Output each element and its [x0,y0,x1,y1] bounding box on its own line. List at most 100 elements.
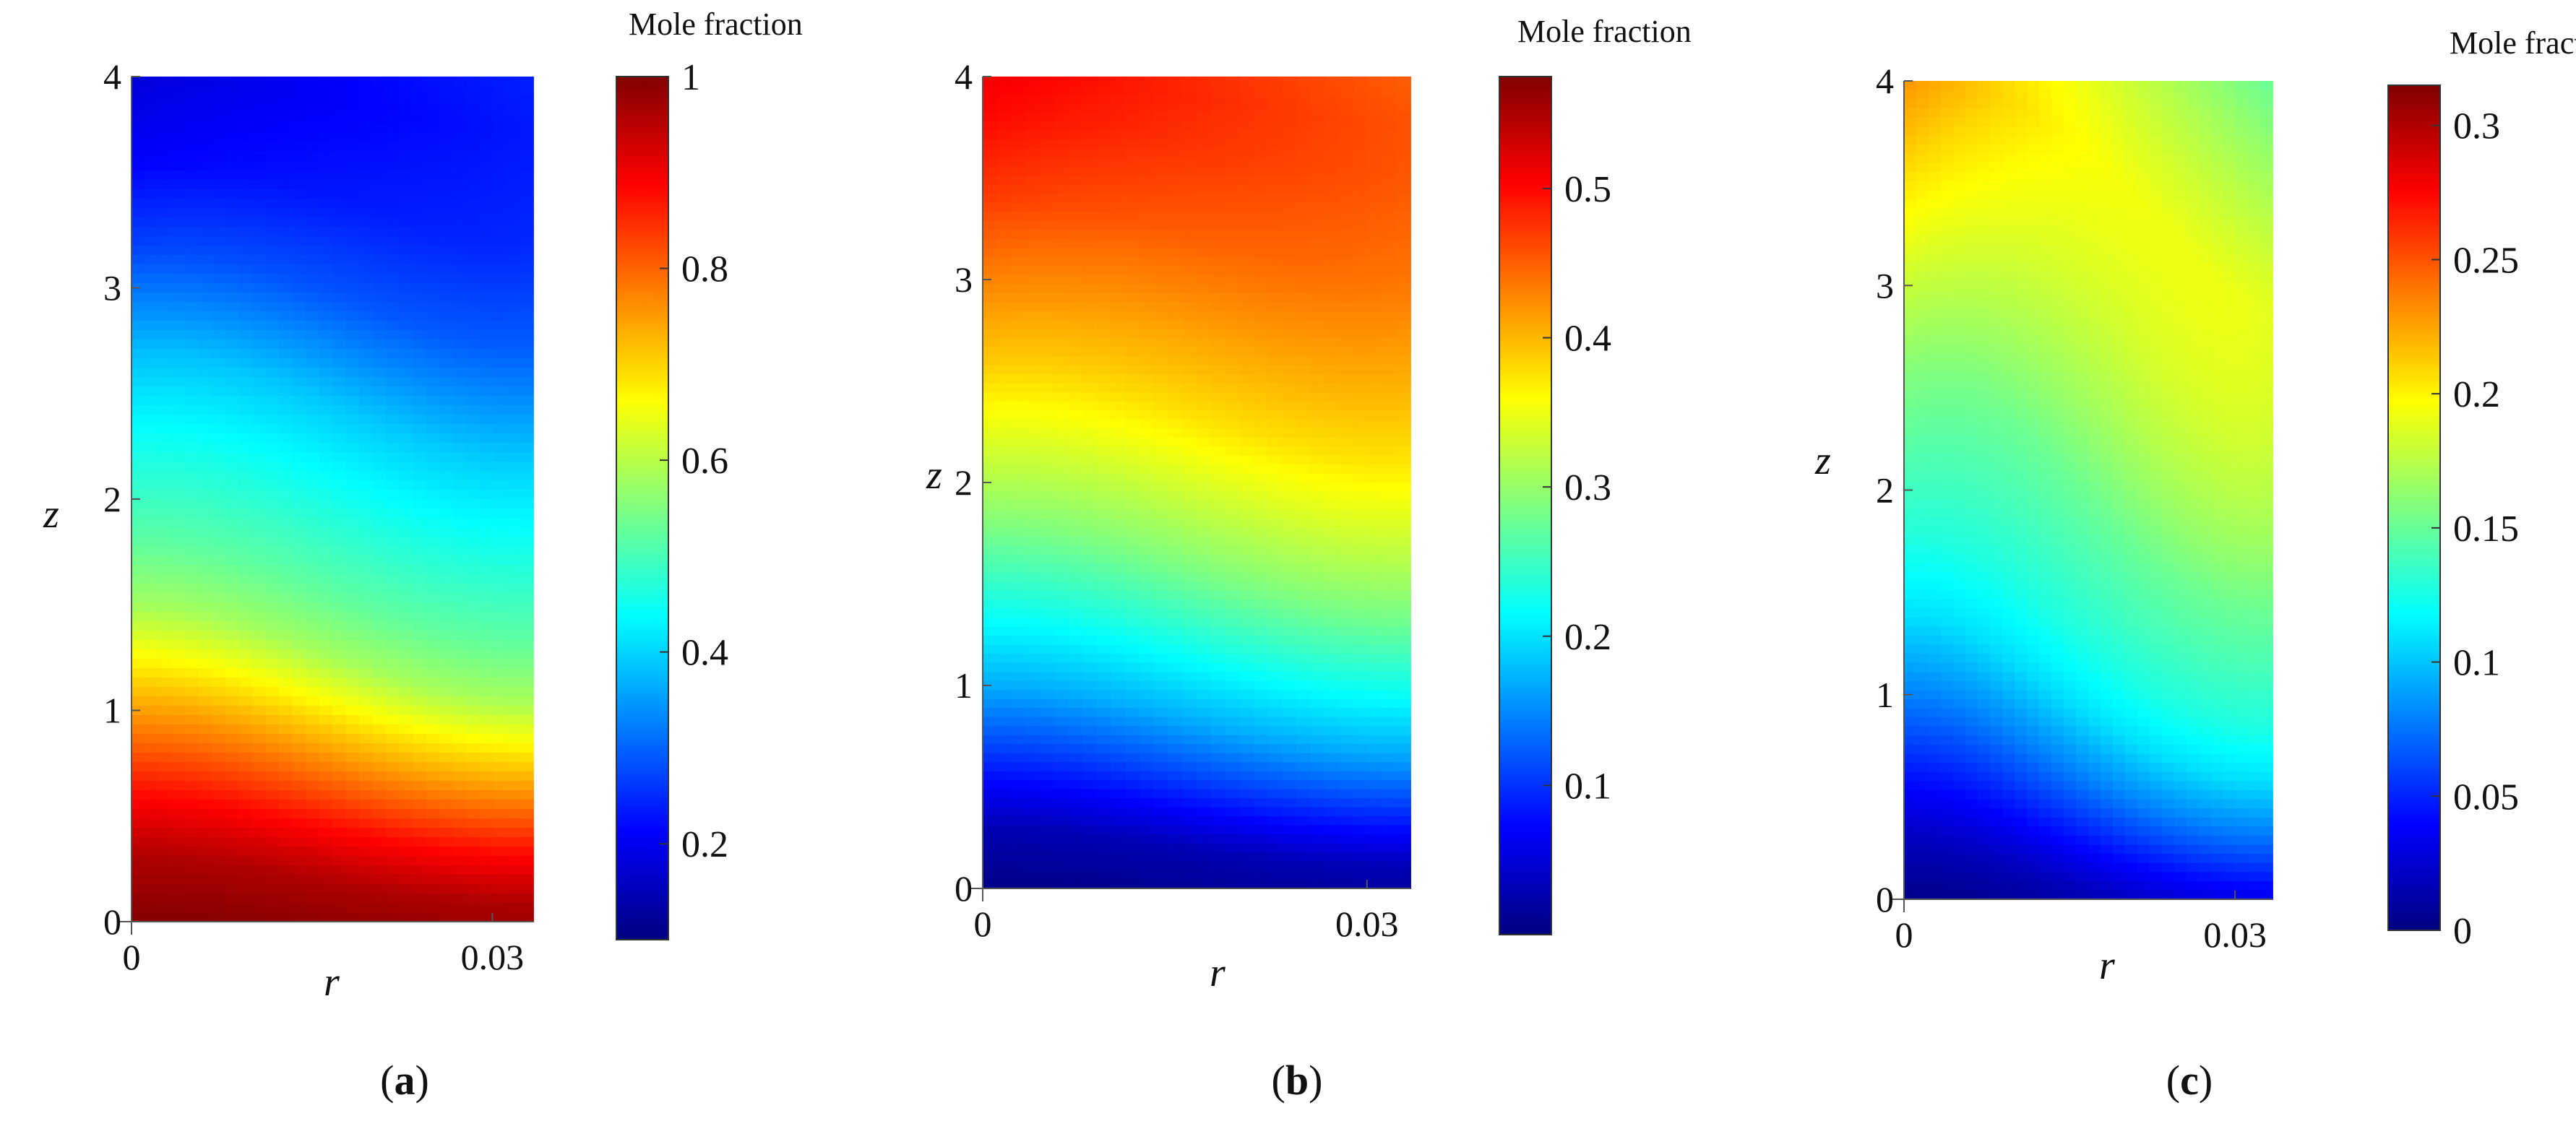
heatmap-cell [1267,266,1283,276]
heatmap-cell [1182,509,1197,519]
heatmap-cell [520,593,534,603]
heatmap-cell [1096,735,1112,745]
heatmap-cell [1011,563,1027,574]
heatmap-cell [1140,176,1155,186]
heatmap-cell [399,189,414,199]
heatmap-cell [386,95,400,105]
heatmap-cell [1011,139,1027,150]
heatmap-cell [198,142,213,152]
heatmap-cell [332,471,347,481]
heatmap-cell [426,180,441,190]
heatmap-cell [1168,654,1184,664]
heatmap-cell [251,875,267,885]
heatmap-cell [158,152,173,162]
heatmap-cell [158,837,173,847]
heatmap-cell [1282,347,1298,358]
heatmap-cell [278,762,293,772]
heatmap-cell [305,283,320,293]
heatmap-cell [1197,753,1212,763]
heatmap-cell [439,678,454,688]
heatmap-cell [1282,77,1298,87]
heatmap-cell [996,563,1012,574]
heatmap-cell [1197,554,1212,565]
heatmap-cell [996,717,1012,727]
heatmap-cell [1011,545,1027,555]
heatmap-cell [1210,825,1226,835]
heatmap-cell [1168,293,1184,303]
heatmap-cell [506,180,521,190]
heatmap-cell [439,189,454,199]
heatmap-cell [1011,608,1027,619]
heatmap-cell [493,781,507,791]
heatmap-cell [1239,356,1254,366]
heatmap-cell [1210,220,1226,231]
heatmap-cell [1324,636,1340,646]
heatmap-cell [1168,509,1184,519]
heatmap-cell [983,780,998,790]
heatmap-cell [292,208,306,218]
heatmap-cell [1039,482,1055,493]
heatmap-cell [359,865,374,875]
heatmap-cell [452,912,468,922]
heatmap-cell [466,95,481,105]
heatmap-cell [1210,230,1226,240]
heatmap-cell [319,405,333,415]
heatmap-cell [493,415,507,425]
heatmap-cell [1125,563,1140,574]
heatmap-cell [305,77,320,87]
heatmap-cell [1082,329,1098,339]
heatmap-cell [1197,248,1212,258]
heatmap-cell [1111,690,1127,700]
heatmap-cell [251,584,267,594]
heatmap-cell [292,715,306,725]
heatmap-cell [520,480,534,490]
heatmap-cell [1054,708,1069,718]
heatmap-cell [1096,771,1112,782]
heatmap-cell [386,612,400,622]
heatmap-cell [1153,238,1169,249]
heatmap-cell [1125,554,1140,565]
heatmap-cell [1039,726,1055,736]
heatmap-cell [265,255,280,265]
heatmap-cell [506,875,521,885]
heatmap-cell [1011,780,1027,790]
heatmap-cell [305,274,320,284]
heatmap-cell [1111,85,1127,95]
heatmap-cell [305,311,320,321]
heatmap-cell [1210,843,1226,853]
heatmap-cell [1210,780,1226,790]
heatmap-cell [439,555,454,566]
heatmap-cell [332,217,347,228]
heatmap-cell [1096,509,1112,519]
heatmap-cell [171,696,186,706]
heatmap-cell [212,170,226,181]
heatmap-cell [520,865,534,875]
heatmap-cell [132,743,146,753]
heatmap-cell [413,649,427,659]
heatmap-cell [1197,202,1212,213]
heatmap-cell [212,255,226,265]
heatmap-cell [1253,157,1269,168]
heatmap-cell [265,546,280,556]
heatmap-cell [372,546,387,556]
heatmap-cell [171,734,186,744]
heatmap-cell [426,903,441,913]
heatmap-cell [1310,256,1326,267]
heatmap-cell [1168,608,1184,619]
heatmap-cell [1197,320,1212,330]
heatmap-cell [1011,130,1027,141]
heatmap-cell [1125,636,1140,646]
heatmap-cell [1182,392,1197,402]
heatmap-cell [493,546,507,556]
heatmap-cell [1296,762,1311,772]
heatmap-cell [1239,626,1254,637]
heatmap-cell [1267,870,1283,880]
heatmap-cell [1011,753,1027,763]
heatmap-cell [305,377,320,387]
heatmap-cell [1039,600,1055,610]
heatmap-cell [386,790,400,800]
heatmap-cell [251,715,267,725]
heatmap-cell [1197,356,1212,366]
heatmap-cell [251,527,267,537]
heatmap-cell [198,678,213,688]
